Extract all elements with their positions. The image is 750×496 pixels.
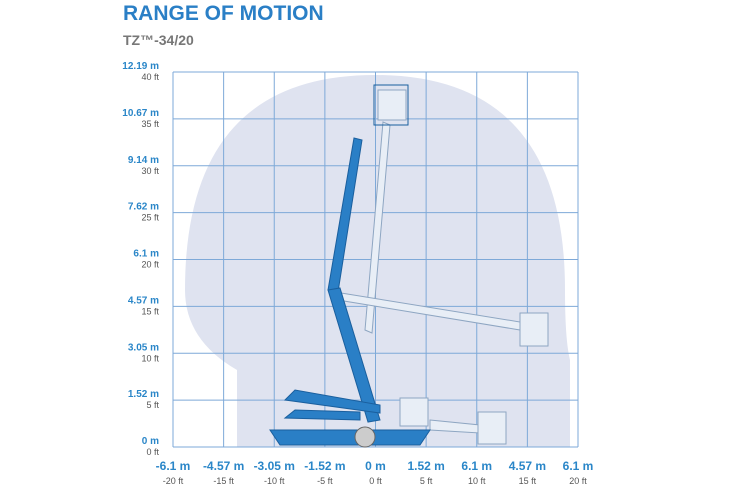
y-label-metric: 1.52 m xyxy=(128,389,159,400)
title: RANGE OF MOTION xyxy=(123,2,324,25)
x-label-metric: -3.05 m xyxy=(254,459,295,473)
x-label-imperial: 20 ft xyxy=(569,476,587,486)
y-label-metric: 4.57 m xyxy=(128,295,159,306)
x-label-imperial: -5 ft xyxy=(317,476,333,486)
y-label-metric: 10.67 m xyxy=(122,108,159,119)
y-label-metric: 9.14 m xyxy=(128,155,159,166)
lift-illustration xyxy=(269,84,549,448)
x-label-metric: -1.52 m xyxy=(304,459,345,473)
y-label-metric: 6.1 m xyxy=(133,249,159,260)
y-label-metric: 3.05 m xyxy=(128,342,159,353)
x-label-imperial: 10 ft xyxy=(468,476,486,486)
y-label-imperial: 40 ft xyxy=(141,72,159,82)
x-label-metric: -6.1 m xyxy=(156,459,191,473)
x-label-metric: 4.57 m xyxy=(509,459,546,473)
y-label-imperial: 20 ft xyxy=(141,260,159,270)
x-label-imperial: -15 ft xyxy=(213,476,234,486)
subtitle: TZ™-34/20 xyxy=(123,32,194,48)
y-label-imperial: 35 ft xyxy=(141,119,159,129)
y-label-imperial: 10 ft xyxy=(141,353,159,363)
x-label-metric: 0 m xyxy=(365,459,386,473)
x-label-imperial: -10 ft xyxy=(264,476,285,486)
y-label-imperial: 15 ft xyxy=(141,306,159,316)
y-label-metric: 7.62 m xyxy=(128,202,159,213)
axis-labels: 12.19 m40 ft 10.67 m35 ft 9.14 m30 ft 7.62 … xyxy=(122,61,593,486)
y-label-imperial: 30 ft xyxy=(141,166,159,176)
y-label-imperial: 25 ft xyxy=(141,213,159,223)
x-label-imperial: -20 ft xyxy=(163,476,184,486)
y-label-imperial: 5 ft xyxy=(146,400,159,410)
x-label-metric: 1.52 m xyxy=(407,459,444,473)
x-label-metric: -4.57 m xyxy=(203,459,244,473)
x-label-metric: 6.1 m xyxy=(461,459,492,473)
x-label-metric: 6.1 m xyxy=(563,459,594,473)
y-label-metric: 12.19 m xyxy=(122,61,159,72)
y-label-imperial: 0 ft xyxy=(146,447,159,457)
y-label-metric: 0 m xyxy=(142,436,159,447)
x-label-imperial: 5 ft xyxy=(420,476,433,486)
x-label-imperial: 0 ft xyxy=(369,476,382,486)
x-label-imperial: 15 ft xyxy=(519,476,537,486)
